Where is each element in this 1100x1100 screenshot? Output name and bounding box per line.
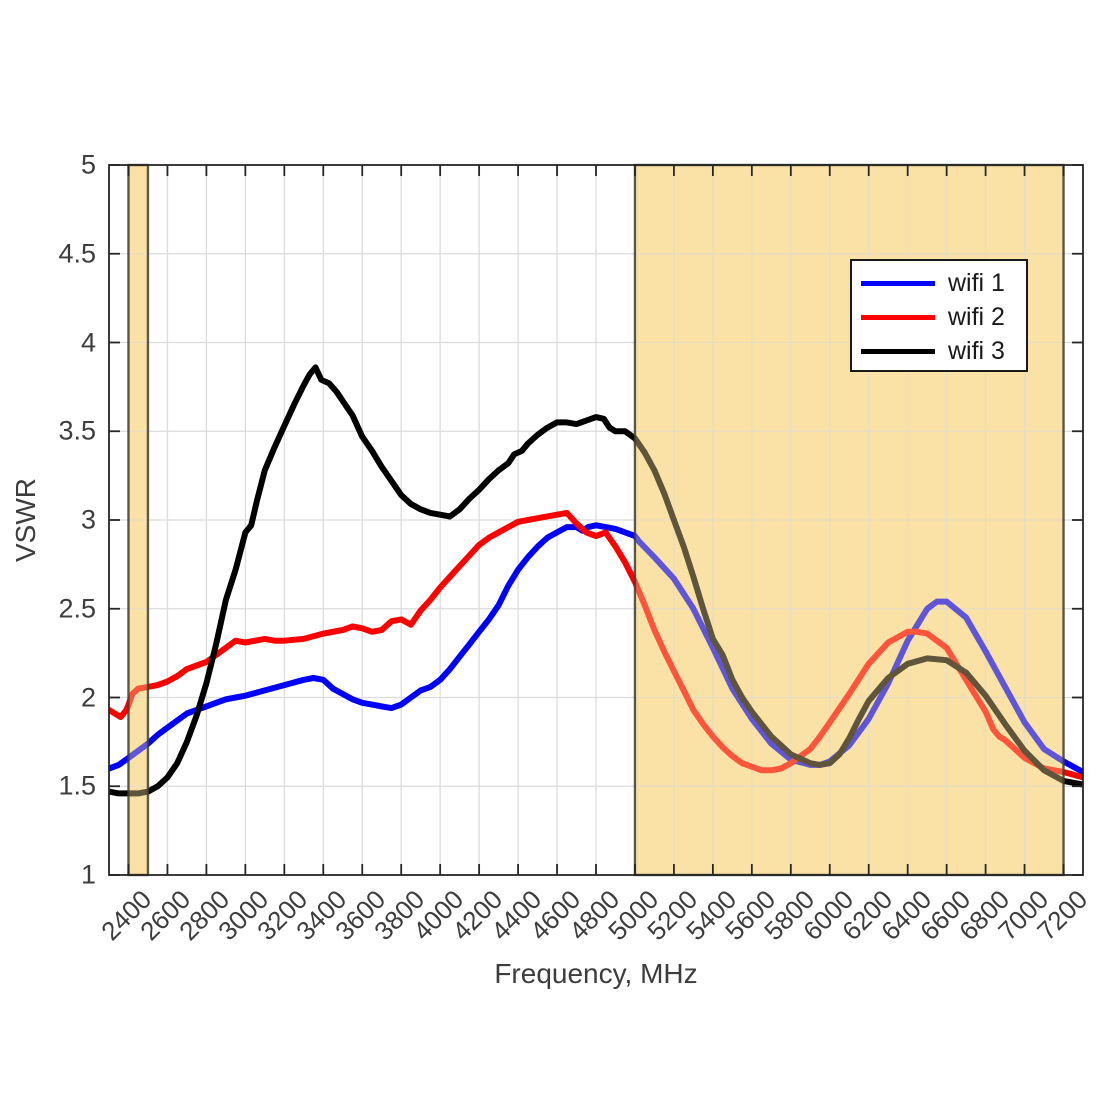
- legend-label-wifi-1: wifi 1: [948, 268, 1005, 297]
- legend-entry-wifi-3: wifi 3: [852, 334, 1026, 368]
- legend-label-wifi-2: wifi 2: [948, 302, 1005, 331]
- y-tick-label: 4: [80, 327, 96, 357]
- y-tick-label: 4.5: [58, 238, 96, 269]
- y-tick-label: 3: [80, 504, 96, 535]
- y-tick-label: 1: [80, 859, 96, 890]
- legend-line-sample-wifi-1: [861, 280, 935, 286]
- y-tick-label: 3.5: [58, 415, 96, 446]
- wifi-2.4GHz-band-overlay: [128, 165, 148, 875]
- series-line-wifi-3: [109, 364, 1083, 797]
- y-tick-label: 1.5: [58, 770, 96, 801]
- legend-entry-wifi-1: wifi 1: [852, 266, 1026, 300]
- axes-box: [108, 164, 1084, 876]
- legend-box: wifi 1 wifi 2 wifi 3: [850, 259, 1028, 372]
- y-tick-label: 2.5: [58, 593, 96, 624]
- x-axis-label: Frequency, MHz: [494, 958, 698, 989]
- y-tick-label: 5: [80, 149, 96, 180]
- legend-label-wifi-3: wifi 3: [948, 336, 1005, 365]
- series-line-wifi-1: [109, 522, 1083, 775]
- y-axis-label: VSWR: [10, 478, 41, 562]
- legend-line-sample-wifi-2: [861, 314, 935, 320]
- series-line-wifi-2: [109, 509, 1083, 781]
- y-tick-label: 2: [80, 682, 96, 712]
- legend-line-sample-wifi-3: [861, 348, 935, 354]
- legend-entry-wifi-2: wifi 2: [852, 300, 1026, 334]
